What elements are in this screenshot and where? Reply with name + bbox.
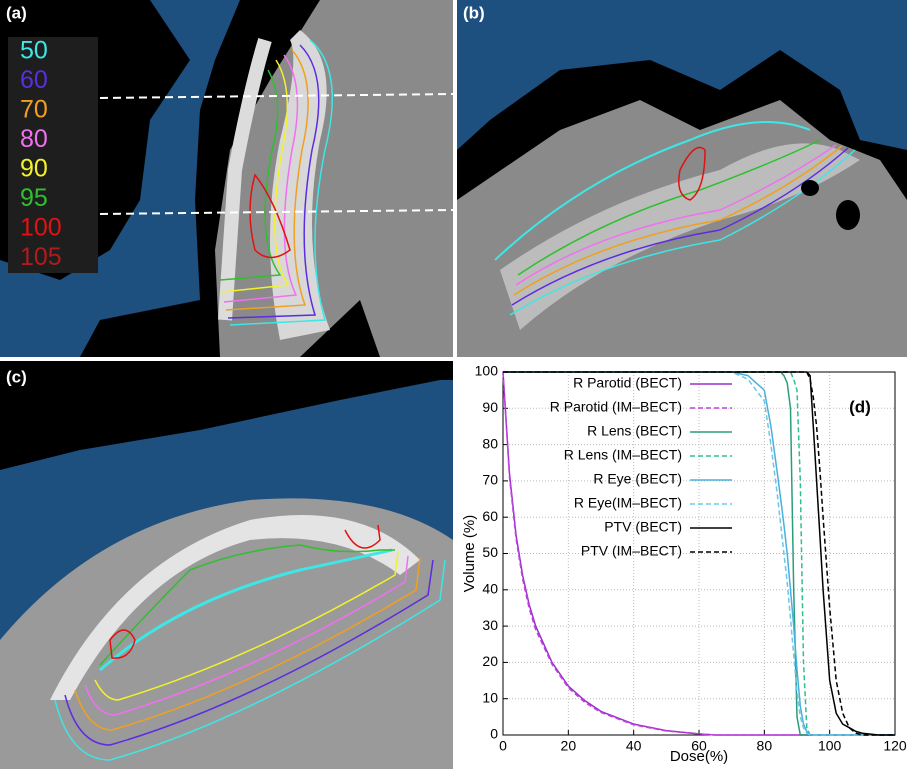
isodose-label: 60 bbox=[20, 66, 48, 94]
legend-label: R Eye(IM–BECT) bbox=[574, 495, 682, 511]
isodose-label: 95 bbox=[20, 184, 48, 212]
legend-label: PTV (BECT) bbox=[604, 519, 682, 535]
y-tick-label: 70 bbox=[482, 472, 498, 488]
isodose-legend-box bbox=[8, 37, 98, 273]
y-tick-label: 10 bbox=[482, 689, 498, 705]
y-tick-label: 100 bbox=[475, 363, 499, 379]
x-tick-label: 20 bbox=[561, 738, 577, 754]
panel-c: (c) bbox=[0, 361, 453, 769]
y-tick-label: 90 bbox=[482, 399, 498, 415]
isodose-label: 100 bbox=[20, 214, 62, 242]
x-tick-label: 40 bbox=[626, 738, 642, 754]
series-line bbox=[503, 371, 895, 736]
isodose-label: 50 bbox=[20, 37, 48, 65]
x-tick-label: 120 bbox=[883, 738, 907, 754]
legend-label: R Eye (BECT) bbox=[593, 471, 682, 487]
panel-label: (c) bbox=[6, 367, 27, 386]
y-tick-label: 80 bbox=[482, 435, 498, 451]
isodose-label: 90 bbox=[20, 155, 48, 183]
panel-label: (b) bbox=[463, 3, 485, 22]
isodose-label: 80 bbox=[20, 125, 48, 153]
legend-label: PTV (IM–BECT) bbox=[581, 543, 682, 559]
panel-b: (b) bbox=[457, 0, 907, 357]
x-tick-label: 100 bbox=[818, 738, 842, 754]
y-axis-label: Volume (%) bbox=[461, 515, 478, 593]
x-tick-label: 0 bbox=[499, 738, 507, 754]
annotation: (d) bbox=[849, 397, 871, 416]
legend-label: R Lens (IM–BECT) bbox=[564, 447, 682, 463]
x-tick-label: 60 bbox=[691, 738, 707, 754]
legend-label: R Parotid (BECT) bbox=[573, 375, 682, 391]
y-tick-label: 20 bbox=[482, 653, 498, 669]
y-tick-label: 40 bbox=[482, 581, 498, 597]
y-tick-label: 30 bbox=[482, 617, 498, 633]
legend-label: R Lens (BECT) bbox=[587, 423, 682, 439]
y-tick-label: 60 bbox=[482, 508, 498, 524]
panel-d: 0 10 20 30 40 50 60 70 80 90 100 0 20 40 60 80 100 120 Dos… bbox=[457, 361, 907, 769]
y-tick-label: 50 bbox=[482, 544, 498, 560]
panel-label: (a) bbox=[6, 3, 27, 22]
isodose-label: 70 bbox=[20, 96, 48, 124]
x-axis-label: Dose(%) bbox=[670, 748, 728, 765]
y-tick-label: 0 bbox=[490, 726, 498, 742]
x-tick-label: 80 bbox=[757, 738, 773, 754]
isodose-label: 105 bbox=[20, 243, 62, 271]
legend-label: R Parotid (IM–BECT) bbox=[550, 399, 682, 415]
